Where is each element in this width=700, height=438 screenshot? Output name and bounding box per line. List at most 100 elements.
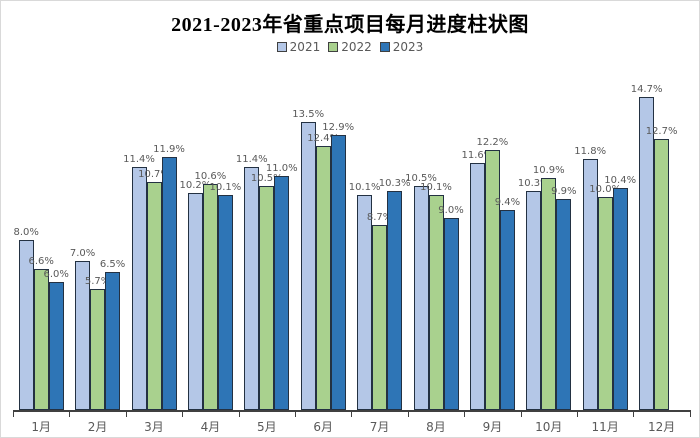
bar-2021-6月 [300,122,316,410]
x-axis-tick [689,410,691,417]
bar-2021-5月 [244,167,260,410]
x-axis-tick [13,410,14,417]
bar-2023-2月 [105,271,121,410]
category-label-8月: 8月 [426,420,446,434]
data-label-2022-10月: 10.9% [532,164,565,176]
bar-2023-9月 [499,209,515,410]
chart-title: 2021-2023年省重点项目每月进度柱状图 [171,14,529,36]
bar-2022-2月 [90,288,106,410]
legend-label-2021: 2021 [289,40,321,54]
data-label-2022-9月: 12.2% [476,137,509,149]
bar-2023-3月 [161,156,177,410]
bar-2022-12月 [654,139,670,410]
legend-item-2023: 2023 [379,40,424,54]
data-label-2021-1月: 8.0% [13,226,39,238]
x-axis-tick [125,410,127,417]
data-label-2022-1月: 6.6% [28,256,54,268]
bar-2023-8月 [443,218,459,410]
data-label-2022-5月: 10.5% [250,173,283,185]
category-label-9月: 9月 [482,420,503,434]
bar-2022-6月 [315,145,331,410]
bar-2021-4月 [187,192,203,410]
data-label-2023-4月: 10.1% [209,181,242,193]
data-label-2023-8月: 9.0% [438,205,464,217]
legend-swatch-2022 [328,42,339,52]
legend-label-2023: 2023 [392,40,424,54]
x-axis-tick [69,410,71,417]
bar-2022-3月 [146,182,162,410]
data-label-2023-9月: 9.4% [494,196,521,208]
x-axis-tick [351,410,353,417]
bar-2022-1月 [33,269,49,410]
x-axis-tick [295,410,296,417]
legend-swatch-2021 [276,42,287,52]
data-label-2021-7月: 10.1% [348,181,381,193]
data-label-2023-1月: 6.0% [43,269,69,281]
data-label-2021-9月: 11.6% [461,149,494,161]
data-label-2021-5月: 11.4% [235,154,268,166]
bar-2021-1月 [18,239,34,410]
data-label-2022-2月: 5.7% [84,275,111,287]
bar-2021-10月 [526,190,542,410]
x-axis-tick [577,410,578,417]
data-label-2022-11月: 10.0% [589,184,622,195]
data-label-2023-5月: 11.0% [265,162,298,174]
legend-item-2021: 2021 [276,40,321,54]
x-axis-tick [182,410,184,417]
x-axis-tick [464,410,466,417]
bar-2021-3月 [131,167,147,410]
category-label-7月: 7月 [369,420,390,434]
data-label-2023-2月: 6.5% [99,258,126,270]
data-label-2022-4月: 10.6% [194,171,227,183]
data-label-2021-8月: 10.5% [405,173,437,185]
legend-label-2022: 2022 [341,40,372,54]
x-axis-tick [633,410,635,417]
bar-2021-8月 [413,186,429,410]
bar-2023-7月 [387,190,403,410]
data-label-2021-10月: 10.3% [517,177,550,189]
bar-2022-4月 [202,184,218,410]
bar-2021-11月 [582,158,598,410]
data-label-2022-3月: 10.7% [138,169,170,181]
category-label-1月: 1月 [31,420,52,434]
bar-2021-12月 [639,96,655,410]
bar-2023-11月 [612,188,628,410]
category-label-11月: 11月 [591,420,619,434]
bar-2023-5月 [274,175,290,410]
data-label-2021-4月: 10.2% [179,179,212,191]
bar-2023-1月 [48,282,64,410]
legend-item-2022: 2022 [328,40,372,54]
bar-2023-6月 [330,135,346,410]
data-label-2021-2月: 7.0% [69,247,96,259]
chart-legend: 2021 2022 2023 [1,40,699,54]
x-axis-tick [238,410,240,417]
x-axis-tick [520,410,522,417]
x-axis-tick [407,410,409,417]
category-label-5月: 5月 [256,420,277,434]
data-label-2022-8月: 10.1% [420,181,452,193]
category-label-6月: 6月 [313,420,334,434]
category-label-2月: 2月 [87,420,108,434]
data-label-2023-10月: 9.9% [551,186,577,198]
bar-2021-7月 [357,194,373,410]
category-label-12月: 12月 [647,420,676,434]
bar-2022-8月 [428,194,444,410]
category-label-10月: 10月 [535,420,563,434]
bar-2022-10月 [541,177,557,410]
data-label-2023-7月: 10.3% [378,177,411,189]
category-label-4月: 4月 [200,420,221,434]
data-label-2022-7月: 8.7% [366,211,393,223]
bar-2021-9月 [469,162,485,410]
data-label-2023-6月: 12.9% [322,122,355,134]
data-label-2023-3月: 11.9% [153,143,185,155]
bar-2022-9月 [484,150,500,410]
bar-2022-11月 [597,197,613,410]
data-label-2021-6月: 13.5% [292,109,325,121]
bar-2022-5月 [259,186,275,410]
data-label-2021-3月: 11.4% [123,154,155,166]
legend-swatch-2023 [379,42,390,52]
bar-2023-10月 [556,199,572,410]
data-label-2021-11月: 11.8% [574,145,607,157]
